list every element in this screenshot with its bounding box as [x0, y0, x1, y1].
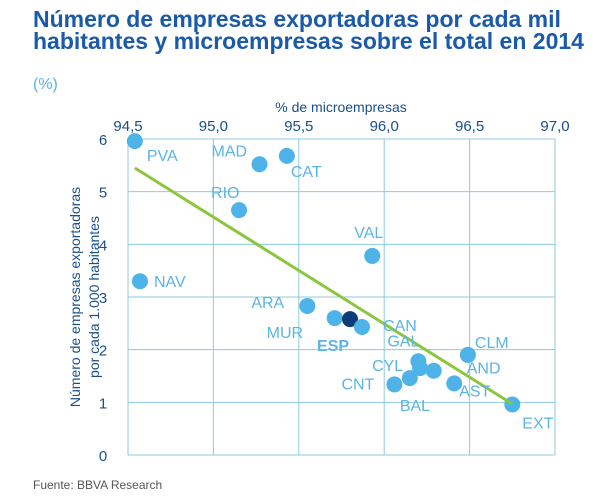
data-point-rio — [231, 202, 248, 219]
point-label-cat: CAT — [291, 164, 322, 181]
data-point-mur — [326, 310, 343, 327]
data-point-ast — [446, 375, 463, 392]
grid — [127, 138, 556, 456]
x-tick-label: 96,5 — [455, 118, 484, 135]
y-tick-label: 5 — [99, 185, 107, 202]
point-label-cyl: CYL — [372, 358, 403, 375]
x-tick-label: 95,0 — [199, 118, 228, 135]
y-tick-label: 0 — [99, 448, 107, 465]
chart-title: Número de empresas exportadoras por cada… — [33, 6, 584, 54]
x-tick-label: 97,0 — [540, 118, 569, 135]
y-ticks: 0 1 2 3 4 5 6 — [99, 132, 107, 465]
data-point-cat — [278, 147, 295, 164]
point-label-nav: NAV — [154, 274, 186, 291]
point-label-and: AND — [467, 361, 501, 378]
data-point-pva — [126, 133, 143, 150]
y-axis-label: Número de empresas exportadoras por cada… — [67, 187, 102, 407]
data-point-ara — [299, 297, 316, 314]
y-tick-label: 1 — [99, 395, 107, 412]
chart-subtitle: (%) — [33, 76, 58, 93]
data-point-bal — [401, 370, 418, 387]
point-label-rio: RIO — [211, 185, 239, 202]
x-axis-label: % de microempresas — [275, 99, 407, 115]
data-point-mad — [251, 156, 268, 173]
source-note: Fuente: BBVA Research — [33, 478, 163, 492]
y-tick-label: 3 — [99, 290, 107, 307]
point-label-clm: CLM — [475, 335, 509, 352]
trendline-group — [134, 166, 514, 406]
trendline — [134, 166, 514, 406]
point-label-gal: GAL — [387, 333, 419, 350]
point-label-ara: ARA — [251, 295, 284, 312]
data-point-esp — [342, 311, 359, 328]
point-label-esp: ESP — [317, 338, 349, 355]
x-tick-label: 95,5 — [284, 118, 313, 135]
data-point-and — [425, 362, 442, 379]
point-label-bal: BAL — [400, 398, 430, 415]
data-point-nav — [131, 273, 148, 290]
point-label-pva: PVA — [147, 148, 178, 165]
data-point-can — [353, 319, 370, 336]
point-label-val: VAL — [354, 225, 383, 242]
x-ticks: 94,5 95,0 95,5 96,0 96,5 97,0 — [113, 118, 569, 135]
point-label-can: CAN — [383, 318, 417, 335]
data-point-cnt — [386, 376, 403, 393]
data-point-val — [364, 247, 381, 264]
y-axis-label-line-1: Número de empresas exportadoras — [67, 187, 83, 407]
x-tick-label: 94,5 — [113, 118, 142, 135]
point-label-ext: EXT — [522, 415, 553, 432]
point-label-mur: MUR — [267, 325, 303, 342]
point-label-ast: AST — [459, 383, 490, 400]
x-tick-label: 96,0 — [370, 118, 399, 135]
y-tick-label: 6 — [99, 132, 107, 149]
y-tick-label: 2 — [99, 343, 107, 360]
y-axis-label-line-2: por cada 1.000 habitantes — [86, 216, 102, 378]
data-point-cyl — [412, 360, 429, 377]
data-point-clm — [459, 346, 476, 363]
data-points — [126, 133, 521, 413]
point-label-cnt: CNT — [341, 376, 374, 393]
y-tick-label: 4 — [99, 237, 107, 254]
point-label-mad: MAD — [212, 143, 248, 160]
